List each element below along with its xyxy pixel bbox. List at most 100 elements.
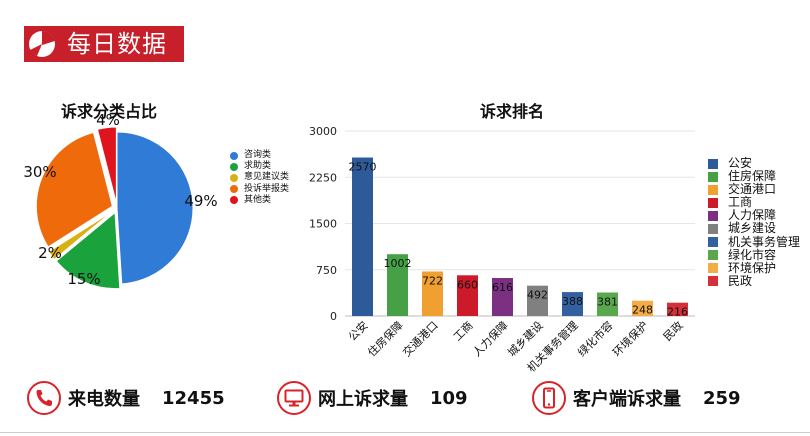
bar-legend-item: 环境保护 <box>708 260 800 275</box>
bar-legend-item: 机关事务管理 <box>708 234 801 249</box>
bar-legend-label: 环境保护 <box>728 260 777 275</box>
pie-label: 15% <box>67 270 100 288</box>
stats-row: 来电数量 12455 网上诉求量 109 客户端诉求量 259 <box>0 378 810 418</box>
bar-value-label: 216 <box>667 306 688 319</box>
pie-legend-swatch <box>230 151 238 160</box>
stat-calls: 来电数量 12455 <box>26 378 225 418</box>
y-tick-label: 750 <box>316 264 337 277</box>
pie-slice <box>116 131 194 285</box>
pie-slice <box>48 210 114 261</box>
page-title: 每日数据 <box>67 30 167 58</box>
bar <box>632 300 653 316</box>
x-tick-label: 交通港口 <box>400 318 441 359</box>
bar-value-label: 388 <box>562 295 583 308</box>
bar-legend-label: 绿化市容 <box>728 247 777 262</box>
bar-chart-title: 诉求排名 <box>480 102 545 121</box>
bar-legend-label: 机关事务管理 <box>728 234 801 249</box>
y-tick-label: 3000 <box>309 125 337 138</box>
pie-legend: 咨询类 求助类 意见建议类 投诉举报类 其他类 <box>230 150 289 206</box>
bar-legend-swatch <box>708 237 718 248</box>
pie-chart-icon <box>29 30 55 57</box>
bar <box>562 292 583 316</box>
pie-slice <box>35 131 113 248</box>
pie-legend-swatch <box>230 185 238 194</box>
bar-value-label: 616 <box>492 281 513 294</box>
bar <box>527 285 548 316</box>
bar <box>667 302 688 316</box>
stat-online-value: 109 <box>430 387 468 409</box>
bar-legend-swatch <box>708 250 718 261</box>
pie-slice <box>96 126 117 204</box>
bar-legend-label: 民政 <box>728 273 753 288</box>
bar <box>457 275 478 316</box>
pie-legend-item: 投诉举报类 <box>230 184 289 195</box>
pie-legend-item: 其他类 <box>230 195 289 206</box>
bar-legend-swatch <box>708 171 718 182</box>
pie-legend-label: 意见建议类 <box>244 172 290 183</box>
pie-chart-title: 诉求分类占比 <box>61 102 158 121</box>
bar-legend-item: 人力保障 <box>708 209 800 222</box>
bar-legend-label: 住房保障 <box>728 169 777 184</box>
pie-label: 30% <box>23 163 56 181</box>
bar-value-label: 381 <box>597 296 618 309</box>
bar-legend-item: 住房保障 <box>708 169 800 184</box>
y-tick-label: 0 <box>330 310 337 323</box>
bar-value-label: 660 <box>457 278 478 291</box>
bar-legend-label: 人力保障 <box>728 208 777 223</box>
x-tick-label: 工商 <box>450 318 475 343</box>
x-tick-label: 环境保护 <box>610 318 651 359</box>
stat-client-label: 客户端诉求量 <box>573 389 681 410</box>
bar-legend-label: 工商 <box>728 195 753 210</box>
bar-legend-swatch <box>708 263 718 274</box>
bar <box>597 292 618 316</box>
bar-legend-item: 民政 <box>708 273 800 288</box>
x-tick-label: 民政 <box>660 318 685 343</box>
pie-label: 49% <box>184 192 217 210</box>
bar-chart: 0 750 1500 2250 3000 2570 公安 1002 住房保障 722 交通港口 660… <box>309 125 695 375</box>
bar-value-label: 722 <box>422 274 443 287</box>
pie-legend-label: 投诉举报类 <box>244 183 290 194</box>
stat-client-value: 259 <box>703 387 741 409</box>
pie-legend-item: 意见建议类 <box>230 172 289 183</box>
pie-label: 4% <box>96 111 120 129</box>
bar-legend-label: 交通港口 <box>728 182 777 197</box>
stat-client: 客户端诉求量 259 <box>531 378 741 418</box>
bar-legend-label: 公安 <box>728 156 753 170</box>
bar-legend-swatch <box>708 224 718 235</box>
bar-legend-item: 公安 <box>708 156 800 170</box>
x-tick-label: 绿化市容 <box>575 318 616 359</box>
pie-chart: 49% 15% 2% 30% 4% <box>23 111 218 290</box>
bar-value-label: 2570 <box>349 161 377 174</box>
pie-legend-item: 求助类 <box>230 161 289 172</box>
stat-online-label: 网上诉求量 <box>318 389 408 410</box>
stat-online: 网上诉求量 109 <box>276 378 468 418</box>
pie-legend-swatch <box>230 173 238 182</box>
pie-legend-label: 其他类 <box>244 194 272 205</box>
bar-value-label: 1002 <box>384 257 412 270</box>
bar-legend-item: 绿化市容 <box>708 247 800 262</box>
bar-legend-item: 城乡建设 <box>708 222 800 235</box>
x-tick-label: 住房保障 <box>365 318 406 359</box>
phone-icon <box>27 381 61 415</box>
bar-legend-swatch <box>708 210 718 221</box>
bar-legend-swatch <box>708 197 718 208</box>
bar <box>492 278 513 316</box>
stat-calls-label: 来电数量 <box>68 389 140 410</box>
pie-slice <box>55 211 121 290</box>
pie-legend-swatch <box>230 196 238 205</box>
bar-legend-item: 工商 <box>708 196 800 209</box>
y-tick-label: 2250 <box>309 171 337 184</box>
pie-legend-item: 咨询类 <box>230 150 289 161</box>
stat-calls-value: 12455 <box>162 387 225 409</box>
bar <box>387 254 408 316</box>
bar <box>422 271 443 316</box>
pie-legend-label: 咨询类 <box>244 150 272 160</box>
header-banner: 每日数据 <box>24 26 184 62</box>
bar-legend-swatch <box>708 276 718 287</box>
bar-value-label: 248 <box>632 304 653 317</box>
pie-label: 2% <box>38 244 62 262</box>
bar-legend-swatch <box>708 184 718 195</box>
bar-legend-item: 交通港口 <box>708 183 800 196</box>
bar-value-label: 492 <box>527 289 548 302</box>
x-tick-label: 人力保障 <box>470 318 511 359</box>
